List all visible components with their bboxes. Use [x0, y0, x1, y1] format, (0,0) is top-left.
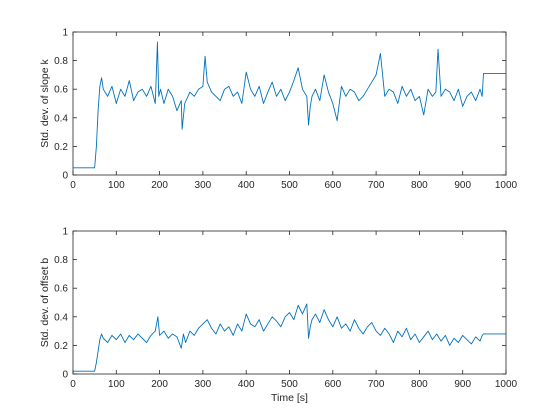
x-tick-label: 200 [151, 180, 168, 191]
plot-area-box [72, 230, 507, 375]
y-tick-label: 0.4 [54, 113, 68, 124]
y-tick-label: 1 [62, 28, 68, 39]
x-tick-label: 600 [324, 180, 341, 191]
x-tick-label: 300 [195, 180, 212, 191]
x-tick-label: 500 [281, 379, 298, 390]
x-tick-label: 200 [151, 379, 168, 390]
x-tick-label: 800 [411, 180, 428, 191]
y-tick-label: 0.2 [54, 142, 68, 153]
x-tick-label: 900 [454, 180, 471, 191]
y-axis-label: Std. dev. of offset b [39, 258, 51, 348]
y-tick-label: 0.4 [54, 312, 68, 323]
x-tick-label: 0 [70, 379, 76, 390]
x-tick-label: 800 [411, 379, 428, 390]
x-tick-label: 500 [281, 180, 298, 191]
x-tick-label: 100 [108, 180, 125, 191]
y-tick-label: 0 [62, 370, 68, 381]
slope-axes: 0 100 200 300 400 500 600 700 800 900 1000 0 0.2 0.4 0… [39, 28, 518, 192]
x-tick-label: 1000 [495, 180, 518, 191]
x-tick-label: 100 [108, 379, 125, 390]
x-tick-label: 1000 [495, 379, 518, 390]
y-tick-label: 0.8 [54, 255, 68, 266]
y-tick-label: 0 [62, 171, 68, 182]
y-tick-label: 0.8 [54, 56, 68, 67]
y-tick-label: 0.2 [54, 341, 68, 352]
x-tick-label: 700 [368, 379, 385, 390]
y-axis-label: Std. dev. of slope k [39, 58, 51, 147]
x-tick-label: 400 [238, 180, 255, 191]
y-tick-label: 0.6 [54, 284, 68, 295]
x-tick-label: 600 [324, 379, 341, 390]
x-axis-label: Time [s] [271, 392, 308, 404]
series-line [73, 303, 506, 372]
x-tick-label: 700 [368, 180, 385, 191]
x-tick-label: 300 [195, 379, 212, 390]
x-tick-label: 900 [454, 379, 471, 390]
offset-axes: 0 100 200 300 400 500 600 700 800 900 1000 0 0.2 0.4 0… [39, 227, 518, 405]
x-tick-label: 0 [70, 180, 76, 191]
plot-area-box [72, 31, 507, 176]
y-tick-label: 0.6 [54, 85, 68, 96]
x-tick-label: 400 [238, 379, 255, 390]
y-tick-label: 1 [62, 227, 68, 238]
series-line [73, 41, 506, 169]
